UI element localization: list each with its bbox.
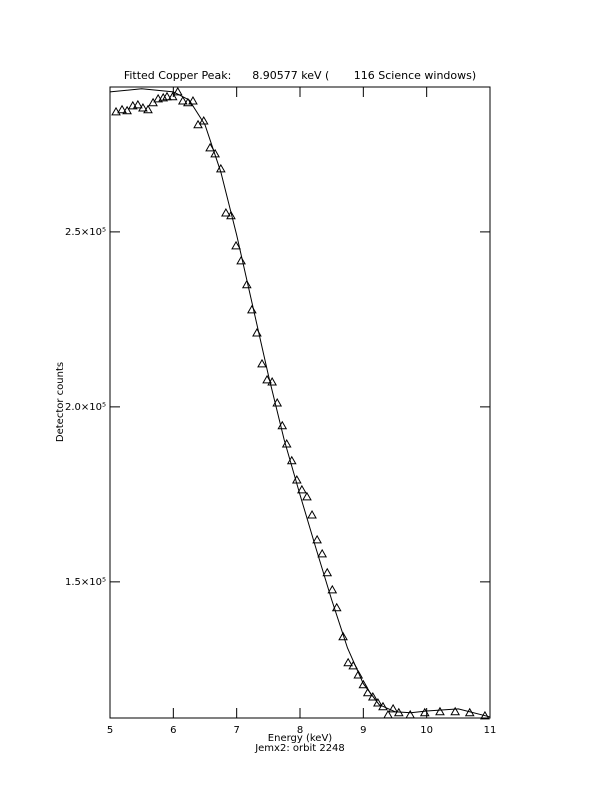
data-point xyxy=(188,95,198,105)
x-tick-label: 7 xyxy=(233,725,239,736)
y-tick-label: 2.0×10⁵ xyxy=(65,402,106,413)
data-point xyxy=(167,91,178,101)
data-point xyxy=(373,697,383,707)
data-point xyxy=(277,420,288,430)
data-point xyxy=(247,304,257,314)
subtitle: Jemx2: orbit 2248 xyxy=(254,743,345,754)
data-point xyxy=(353,669,364,679)
data-point xyxy=(162,91,172,101)
y-tick-label: 2.5×10⁵ xyxy=(65,227,106,238)
x-axis-label: Energy (keV) xyxy=(268,733,333,744)
data-point xyxy=(122,105,132,115)
x-tick-label: 10 xyxy=(420,725,433,736)
data-point xyxy=(221,207,231,217)
y-axis-label: Detector counts xyxy=(55,362,66,442)
x-tick-label: 9 xyxy=(360,725,366,736)
data-point xyxy=(138,102,148,112)
data-point xyxy=(378,701,388,711)
data-point xyxy=(450,706,461,716)
data-point xyxy=(388,703,398,713)
fit-line xyxy=(109,88,491,718)
data-point xyxy=(343,657,353,667)
x-tick-label: 8 xyxy=(297,725,303,736)
data-point xyxy=(307,510,317,519)
plot-frame xyxy=(109,86,491,719)
data-point xyxy=(358,679,369,689)
x-tick-label: 11 xyxy=(484,725,497,736)
data-point xyxy=(172,86,183,96)
data-point xyxy=(231,240,241,250)
data-point xyxy=(322,567,333,577)
data-point xyxy=(226,210,236,220)
x-tick-label: 6 xyxy=(170,725,176,736)
data-point xyxy=(331,602,342,612)
data-point xyxy=(312,534,322,544)
data-point xyxy=(405,709,416,719)
data-point xyxy=(177,95,188,105)
data-point xyxy=(133,99,143,109)
data-point xyxy=(111,106,121,116)
data-point xyxy=(210,148,220,158)
data-point xyxy=(257,358,267,368)
data-point xyxy=(383,709,393,719)
data-point xyxy=(367,691,378,701)
data-point xyxy=(281,438,292,448)
chart-title: Fitted Copper Peak: 8.90577 keV ( 116 Sc… xyxy=(124,69,476,82)
data-point xyxy=(317,548,328,558)
data-point xyxy=(241,279,252,289)
data-point xyxy=(435,706,445,716)
data-point xyxy=(158,92,169,102)
data-point xyxy=(297,484,307,494)
data-point xyxy=(302,491,312,501)
data-point xyxy=(117,104,127,114)
data-point xyxy=(327,584,338,594)
data-point xyxy=(419,707,430,717)
y-tick-label: 1.5×10⁵ xyxy=(65,577,106,588)
x-tick-label: 5 xyxy=(107,725,113,736)
data-point xyxy=(143,104,153,114)
data-point xyxy=(338,631,348,641)
data-point xyxy=(236,255,246,265)
